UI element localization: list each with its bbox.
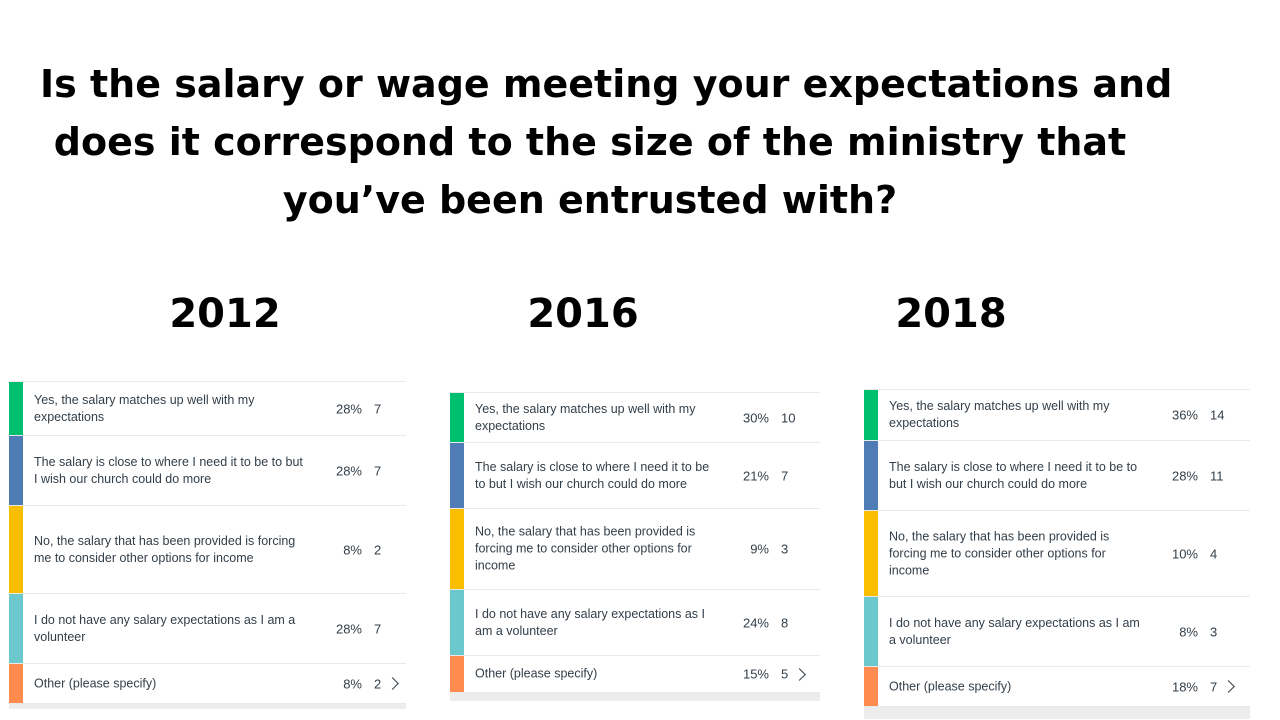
answer-row[interactable]: Other (please specify) 18% 7 — [864, 667, 1250, 707]
answer-label: No, the salary that has been provided is… — [34, 533, 296, 565]
answer-percent: 9% — [750, 541, 769, 557]
answer-percent: 18% — [1171, 679, 1198, 694]
answer-color-bar — [864, 597, 878, 666]
answer-percent: 8% — [343, 542, 362, 557]
answer-percent: 30% — [742, 410, 769, 425]
title-line-2: does it correspond to the size of the mi… — [53, 120, 1127, 164]
answer-color-bar — [864, 667, 878, 706]
answer-label: The salary is close to where I need it t… — [34, 454, 303, 486]
year-heading-2012: 2012 — [169, 291, 281, 337]
answer-row: Yes, the salary matches up well with my … — [864, 389, 1250, 441]
answer-row: Yes, the salary matches up well with my … — [450, 392, 820, 443]
answer-color-bar — [9, 436, 23, 505]
answer-percent: 28% — [335, 621, 362, 636]
answer-color-bar — [9, 594, 23, 663]
answer-color-bar — [864, 441, 878, 510]
results-table-2016: Yes, the salary matches up well with my … — [450, 392, 820, 701]
answer-count: 11 — [1210, 468, 1224, 483]
answer-label: Yes, the salary matches up well with my … — [34, 392, 255, 424]
answer-count: 7 — [781, 468, 789, 483]
answer-label: I do not have any salary expectations as… — [475, 606, 705, 638]
answer-color-bar — [450, 509, 464, 589]
answer-label: The salary is close to where I need it t… — [475, 459, 710, 491]
answer-percent: 36% — [1171, 407, 1198, 423]
answer-percent: 21% — [742, 468, 769, 483]
table-footer — [864, 707, 1250, 719]
answer-label: Other (please specify) — [34, 676, 157, 690]
answer-percent: 28% — [335, 463, 362, 478]
answer-percent: 8% — [343, 676, 362, 691]
answer-percent: 8% — [1179, 624, 1198, 639]
table-footer — [450, 693, 820, 701]
answer-count: 8 — [781, 615, 789, 630]
answer-label: Yes, the salary matches up well with my … — [475, 401, 696, 433]
results-table-2012: Yes, the salary matches up well with my … — [9, 381, 406, 709]
answer-color-bar — [450, 656, 464, 692]
answer-percent: 10% — [1171, 546, 1198, 561]
answer-count: 2 — [374, 542, 382, 557]
answer-color-bar — [9, 506, 23, 593]
answer-label: I do not have any salary expectations as… — [889, 615, 1140, 647]
answer-label: The salary is close to where I need it t… — [889, 459, 1138, 491]
title-line-1: Is the salary or wage meeting your expec… — [40, 62, 1173, 106]
answer-row[interactable]: Other (please specify) 15% 5 — [450, 656, 820, 693]
answer-count: 7 — [374, 621, 382, 636]
title-line-3: you’ve been entrusted with? — [282, 178, 898, 222]
answer-count: 14 — [1210, 407, 1225, 423]
answer-row: The salary is close to where I need it t… — [864, 441, 1250, 511]
answer-count: 7 — [374, 463, 382, 478]
answer-color-bar — [864, 511, 878, 596]
answer-row: The salary is close to where I need it t… — [9, 436, 406, 506]
answer-color-bar — [9, 664, 23, 703]
answer-row: No, the salary that has been provided is… — [450, 509, 820, 590]
results-table-2018: Yes, the salary matches up well with my … — [864, 389, 1250, 719]
answer-row[interactable]: Other (please specify) 8% 2 — [9, 664, 406, 704]
answer-percent: 15% — [742, 666, 769, 682]
answer-color-bar — [450, 443, 464, 508]
answer-count: 10 — [781, 410, 796, 425]
answer-color-bar — [9, 382, 23, 435]
answer-label: Other (please specify) — [889, 679, 1012, 693]
answer-color-bar — [450, 393, 464, 442]
answer-label: I do not have any salary expectations as… — [34, 612, 296, 644]
slide-title: Is the salary or wage meeting your expec… — [40, 55, 1173, 229]
answer-percent: 28% — [1171, 468, 1198, 483]
answer-percent: 28% — [335, 401, 362, 416]
answer-percent: 24% — [742, 615, 769, 630]
answer-row: No, the salary that has been provided is… — [864, 511, 1250, 597]
answer-row: I do not have any salary expectations as… — [864, 597, 1250, 667]
answer-count: 7 — [374, 401, 382, 416]
answer-label: No, the salary that has been provided is… — [475, 524, 696, 573]
answer-row: No, the salary that has been provided is… — [9, 506, 406, 594]
answer-color-bar — [450, 590, 464, 655]
answer-label: No, the salary that has been provided is… — [889, 529, 1110, 577]
answer-row: I do not have any salary expectations as… — [9, 594, 406, 664]
answer-count: 2 — [374, 676, 382, 691]
answer-count: 4 — [1210, 546, 1218, 561]
answer-row: I do not have any salary expectations as… — [450, 590, 820, 656]
answer-row: Yes, the salary matches up well with my … — [9, 381, 406, 436]
answer-label: Other (please specify) — [475, 666, 598, 681]
answer-count: 5 — [781, 666, 789, 682]
year-heading-2016: 2016 — [527, 291, 639, 337]
answer-count: 3 — [781, 541, 789, 557]
answer-count: 3 — [1210, 624, 1218, 639]
answer-row: The salary is close to where I need it t… — [450, 443, 820, 509]
answer-label: Yes, the salary matches up well with my … — [889, 399, 1110, 430]
answer-color-bar — [864, 390, 878, 440]
answer-count: 7 — [1210, 679, 1218, 694]
table-footer — [9, 704, 406, 709]
year-heading-2018: 2018 — [895, 291, 1007, 337]
